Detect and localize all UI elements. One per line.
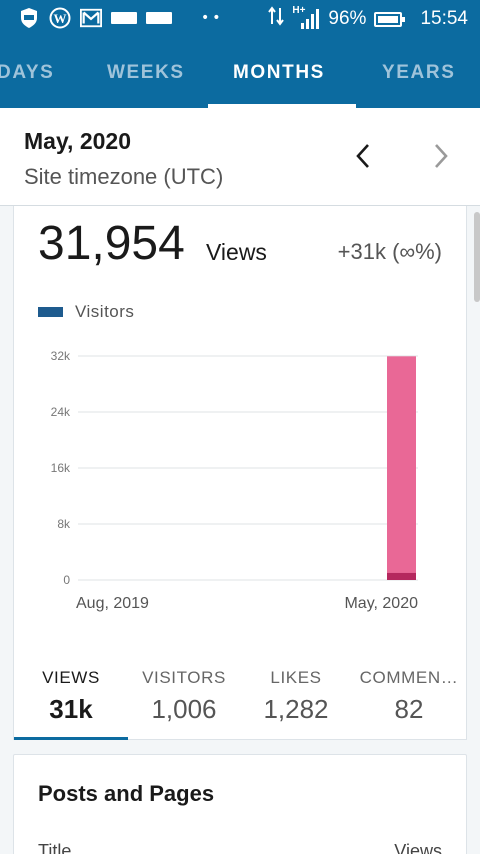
stat-tab-comments[interactable]: COMMEN… 82 bbox=[352, 662, 466, 740]
shield-icon bbox=[18, 7, 40, 29]
stat-tab-value: 1,006 bbox=[151, 694, 217, 724]
status-bar: W •• H+ 96% 15:54 bbox=[0, 0, 480, 38]
tab-days[interactable]: DAYS bbox=[0, 62, 55, 83]
views-total: 31,954 bbox=[38, 217, 185, 270]
battery-percentage: 96% bbox=[328, 8, 367, 29]
stat-tab-likes[interactable]: LIKES 1,282 bbox=[240, 662, 352, 740]
y-tick-label: 24k bbox=[51, 405, 71, 419]
legend-label: Visitors bbox=[75, 302, 135, 321]
posts-and-pages-card: Posts and Pages Title Views bbox=[13, 754, 467, 854]
tab-years[interactable]: YEARS bbox=[382, 62, 456, 83]
chevron-left-icon bbox=[356, 144, 369, 168]
bar-visitors bbox=[387, 572, 416, 580]
chart-legend: Visitors bbox=[38, 302, 134, 322]
stat-tab-views[interactable]: VIEWS 31k bbox=[14, 662, 128, 740]
next-period-button[interactable] bbox=[420, 136, 460, 176]
legend-swatch bbox=[38, 307, 63, 317]
views-change: +31k (∞%) bbox=[337, 239, 442, 264]
views-label: Views bbox=[206, 239, 267, 265]
notification-icon bbox=[111, 12, 137, 24]
timezone-label: Site timezone (UTC) bbox=[24, 164, 224, 189]
chevron-right-icon bbox=[435, 144, 448, 168]
posts-card-title: Posts and Pages bbox=[38, 781, 215, 806]
y-tick-label: 8k bbox=[57, 517, 71, 531]
stat-tab-value: 31k bbox=[49, 694, 93, 724]
stat-tab-visitors[interactable]: VISITORS 1,006 bbox=[128, 662, 240, 740]
y-tick-label: 16k bbox=[51, 461, 71, 475]
column-header-views: Views bbox=[394, 841, 442, 854]
period-title: May, 2020 bbox=[24, 128, 131, 154]
x-tick-label: May, 2020 bbox=[344, 595, 418, 612]
data-transfer-icon bbox=[268, 6, 285, 32]
battery-icon bbox=[374, 11, 406, 27]
y-tick-label: 0 bbox=[63, 573, 70, 587]
stats-card: 31,954 Views +31k (∞%) Visitors 0 8k 16k 24… bbox=[13, 206, 467, 740]
stat-tab-label: LIKES bbox=[270, 668, 322, 687]
views-bar-chart: 0 8k 16k 24k 32k Aug, 2019 May, 2020 bbox=[51, 349, 418, 612]
y-tick-label: 32k bbox=[51, 349, 71, 363]
stat-tab-label: COMMEN… bbox=[359, 668, 459, 687]
stat-tab-label: VISITORS bbox=[142, 668, 226, 687]
scrollbar[interactable] bbox=[474, 212, 480, 302]
previous-period-button[interactable] bbox=[344, 136, 384, 176]
svg-text:W: W bbox=[54, 11, 67, 26]
x-tick-label: Aug, 2019 bbox=[76, 595, 149, 612]
notification-icon bbox=[146, 12, 172, 24]
gmail-icon bbox=[80, 7, 102, 29]
signal-icon: H+ bbox=[292, 5, 320, 30]
stat-tabs: VIEWS 31k VISITORS 1,006 LIKES 1,282 COM… bbox=[14, 662, 466, 740]
clock: 15:54 bbox=[420, 8, 468, 29]
tab-weeks[interactable]: WEEKS bbox=[107, 62, 185, 83]
tab-indicator bbox=[208, 104, 356, 108]
more-notifications-icon: •• bbox=[201, 10, 224, 26]
stat-tab-value: 1,282 bbox=[263, 694, 329, 724]
stat-tab-indicator bbox=[14, 737, 128, 740]
network-type: H+ bbox=[292, 5, 306, 16]
wordpress-icon: W bbox=[49, 7, 71, 29]
period-tabs: DAYS WEEKS MONTHS YEARS bbox=[0, 38, 480, 108]
period-header: May, 2020 Site timezone (UTC) bbox=[0, 108, 480, 206]
tab-months[interactable]: MONTHS bbox=[233, 62, 325, 83]
bar-views bbox=[387, 356, 416, 580]
stat-tab-value: 82 bbox=[394, 694, 424, 724]
column-header-title: Title bbox=[38, 841, 72, 854]
stat-tab-label: VIEWS bbox=[42, 668, 100, 687]
